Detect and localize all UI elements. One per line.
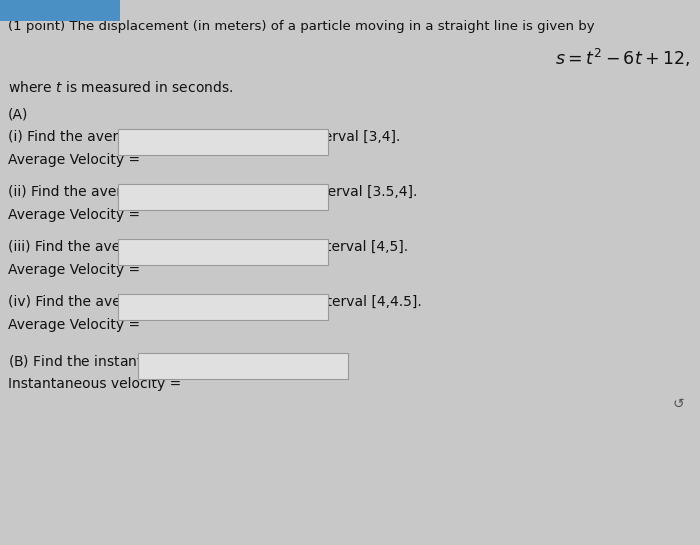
Text: Average Velocity =: Average Velocity = [8,263,144,277]
Text: Average Velocity =: Average Velocity = [8,208,144,222]
Text: (i) Find the average velocity over the time interval [3,4].: (i) Find the average velocity over the t… [8,130,400,144]
Text: (A): (A) [8,107,29,121]
FancyBboxPatch shape [118,239,328,265]
FancyBboxPatch shape [118,129,328,155]
FancyBboxPatch shape [0,0,120,21]
Text: Instantaneous velocity =: Instantaneous velocity = [8,377,186,391]
Text: Average Velocity =: Average Velocity = [8,153,144,167]
Text: where $t$ is measured in seconds.: where $t$ is measured in seconds. [8,80,233,95]
Text: Average Velocity =: Average Velocity = [8,318,144,332]
FancyBboxPatch shape [118,184,328,210]
Text: (iii) Find the average velocity over the time interval [4,5].: (iii) Find the average velocity over the… [8,240,408,254]
Text: (B) Find the instantaneous velocity when $t = 4$.: (B) Find the instantaneous velocity when… [8,353,333,371]
Text: (iv) Find the average velocity over the time interval [4,4.5].: (iv) Find the average velocity over the … [8,295,421,309]
Text: (ii) Find the average velocity over the time interval [3.5,4].: (ii) Find the average velocity over the … [8,185,417,199]
Text: $\circlearrowleft$: $\circlearrowleft$ [670,397,685,411]
FancyBboxPatch shape [138,353,348,379]
FancyBboxPatch shape [118,294,328,320]
Text: (1 point) The displacement (in meters) of a particle moving in a straight line i: (1 point) The displacement (in meters) o… [8,20,594,33]
Text: $s = t^2 - 6t + 12,$: $s = t^2 - 6t + 12,$ [555,47,690,69]
